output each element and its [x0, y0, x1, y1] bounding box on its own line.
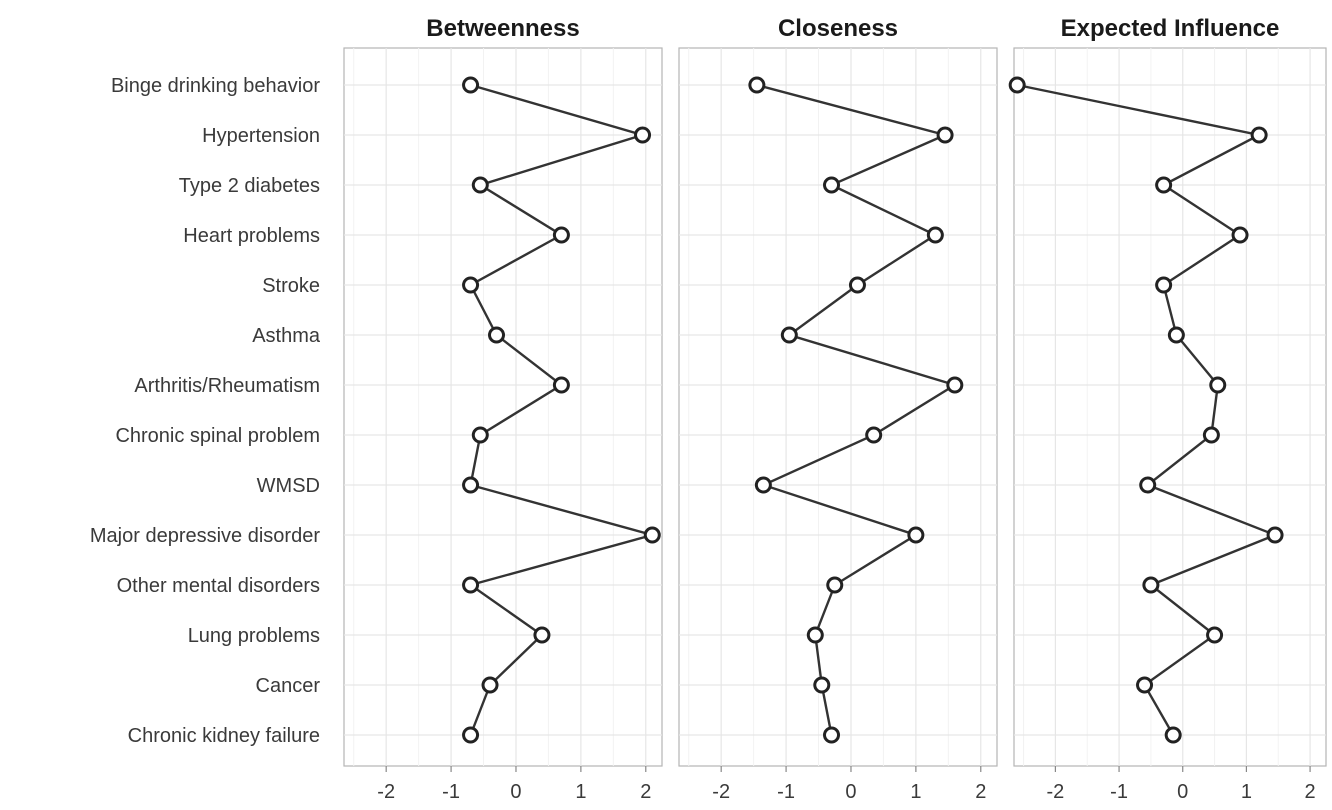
point-betweenness-type-2-diabetes — [471, 176, 489, 194]
point-closeness-major-depressive-disorder — [907, 526, 925, 544]
x-tick-label: -1 — [1110, 781, 1128, 803]
panel-expected-influence: -2 -1 0 1 2 — [1008, 47, 1327, 803]
point-expected-influence-asthma — [1167, 326, 1185, 344]
point-betweenness-lung-problems — [533, 626, 551, 644]
point-closeness-wmsd — [754, 476, 772, 494]
point-expected-influence-chronic-spinal-problem — [1202, 426, 1220, 444]
category-label-stroke: Stroke — [262, 275, 320, 297]
point-betweenness-asthma — [488, 326, 506, 344]
point-betweenness-heart-problems — [552, 226, 570, 244]
category-label-chronic-kidney-failure: Chronic kidney failure — [128, 725, 320, 747]
x-tick-label: -2 — [377, 781, 395, 803]
category-label-binge-drinking-behavior: Binge drinking behavior — [111, 75, 320, 97]
facet-title-closeness: Closeness — [778, 15, 898, 42]
x-tick-label: 1 — [575, 781, 586, 803]
point-expected-influence-other-mental-disorders — [1142, 576, 1160, 594]
x-tick-label: 2 — [1305, 781, 1316, 803]
category-label-wmsd: WMSD — [257, 475, 320, 497]
point-closeness-binge-drinking-behavior — [748, 76, 766, 94]
point-expected-influence-stroke — [1155, 276, 1173, 294]
series-line-expected-influence — [1016, 83, 1279, 736]
x-tick-label: 0 — [510, 781, 521, 803]
point-betweenness-wmsd — [462, 476, 480, 494]
panel-frame — [343, 47, 663, 767]
point-expected-influence-chronic-kidney-failure — [1164, 726, 1182, 744]
facet-titles: Betweenness Closeness Expected Influence — [426, 15, 1279, 42]
point-closeness-asthma — [780, 326, 798, 344]
point-expected-influence-heart-problems — [1231, 226, 1249, 244]
category-axis-labels: Binge drinking behavior Hypertension Type … — [90, 75, 321, 747]
panel-frame — [1013, 47, 1327, 767]
point-closeness-type-2-diabetes — [823, 176, 841, 194]
panel-closeness: -2 -1 0 1 2 — [678, 47, 998, 803]
point-closeness-chronic-kidney-failure — [823, 726, 841, 744]
x-tick-label: 0 — [1177, 781, 1188, 803]
category-label-other-mental-disorders: Other mental disorders — [117, 575, 320, 597]
category-label-chronic-spinal-problem: Chronic spinal problem — [115, 425, 320, 447]
point-betweenness-chronic-kidney-failure — [462, 726, 480, 744]
point-closeness-stroke — [848, 276, 866, 294]
point-betweenness-other-mental-disorders — [462, 576, 480, 594]
series-line-closeness — [756, 83, 958, 736]
facet-title-betweenness: Betweenness — [426, 15, 579, 42]
x-tick-label: -1 — [442, 781, 460, 803]
category-label-arthritis-rheumatism: Arthritis/Rheumatism — [134, 375, 320, 397]
point-closeness-chronic-spinal-problem — [865, 426, 883, 444]
point-expected-influence-hypertension — [1250, 126, 1268, 144]
point-expected-influence-lung-problems — [1206, 626, 1224, 644]
category-label-major-depressive-disorder: Major depressive disorder — [90, 525, 320, 547]
category-label-hypertension: Hypertension — [202, 125, 320, 147]
point-betweenness-arthritis-rheumatism — [552, 376, 570, 394]
category-label-heart-problems: Heart problems — [183, 225, 320, 247]
point-closeness-other-mental-disorders — [826, 576, 844, 594]
point-expected-influence-major-depressive-disorder — [1266, 526, 1284, 544]
point-betweenness-chronic-spinal-problem — [471, 426, 489, 444]
category-label-cancer: Cancer — [256, 675, 321, 697]
point-closeness-cancer — [813, 676, 831, 694]
point-betweenness-hypertension — [634, 126, 652, 144]
facet-panels: -2 -1 0 1 2 -2 -1 0 1 2 -2 -1 0 1 2 — [343, 47, 1327, 803]
point-expected-influence-wmsd — [1139, 476, 1157, 494]
panel-frame — [678, 47, 998, 767]
point-expected-influence-arthritis-rheumatism — [1209, 376, 1227, 394]
point-closeness-lung-problems — [806, 626, 824, 644]
point-expected-influence-cancer — [1136, 676, 1154, 694]
point-closeness-hypertension — [936, 126, 954, 144]
series-line-betweenness — [467, 83, 657, 736]
category-label-asthma: Asthma — [252, 325, 321, 347]
point-betweenness-major-depressive-disorder — [643, 526, 661, 544]
point-betweenness-stroke — [462, 276, 480, 294]
category-label-lung-problems: Lung problems — [188, 625, 320, 647]
point-betweenness-cancer — [481, 676, 499, 694]
point-closeness-heart-problems — [926, 226, 944, 244]
x-tick-label: 0 — [845, 781, 856, 803]
x-tick-label: -2 — [1046, 781, 1064, 803]
point-betweenness-binge-drinking-behavior — [462, 76, 480, 94]
point-expected-influence-binge-drinking-behavior — [1008, 76, 1026, 94]
facet-title-expected-influence: Expected Influence — [1061, 15, 1280, 42]
panel-betweenness: -2 -1 0 1 2 — [343, 47, 663, 803]
category-label-type-2-diabetes: Type 2 diabetes — [179, 175, 320, 197]
x-tick-label: 1 — [1241, 781, 1252, 803]
x-tick-label: 2 — [975, 781, 986, 803]
x-tick-label: -2 — [712, 781, 730, 803]
x-tick-label: 1 — [910, 781, 921, 803]
x-tick-label: 2 — [640, 781, 651, 803]
point-closeness-arthritis-rheumatism — [946, 376, 964, 394]
point-expected-influence-type-2-diabetes — [1155, 176, 1173, 194]
x-tick-label: -1 — [777, 781, 795, 803]
